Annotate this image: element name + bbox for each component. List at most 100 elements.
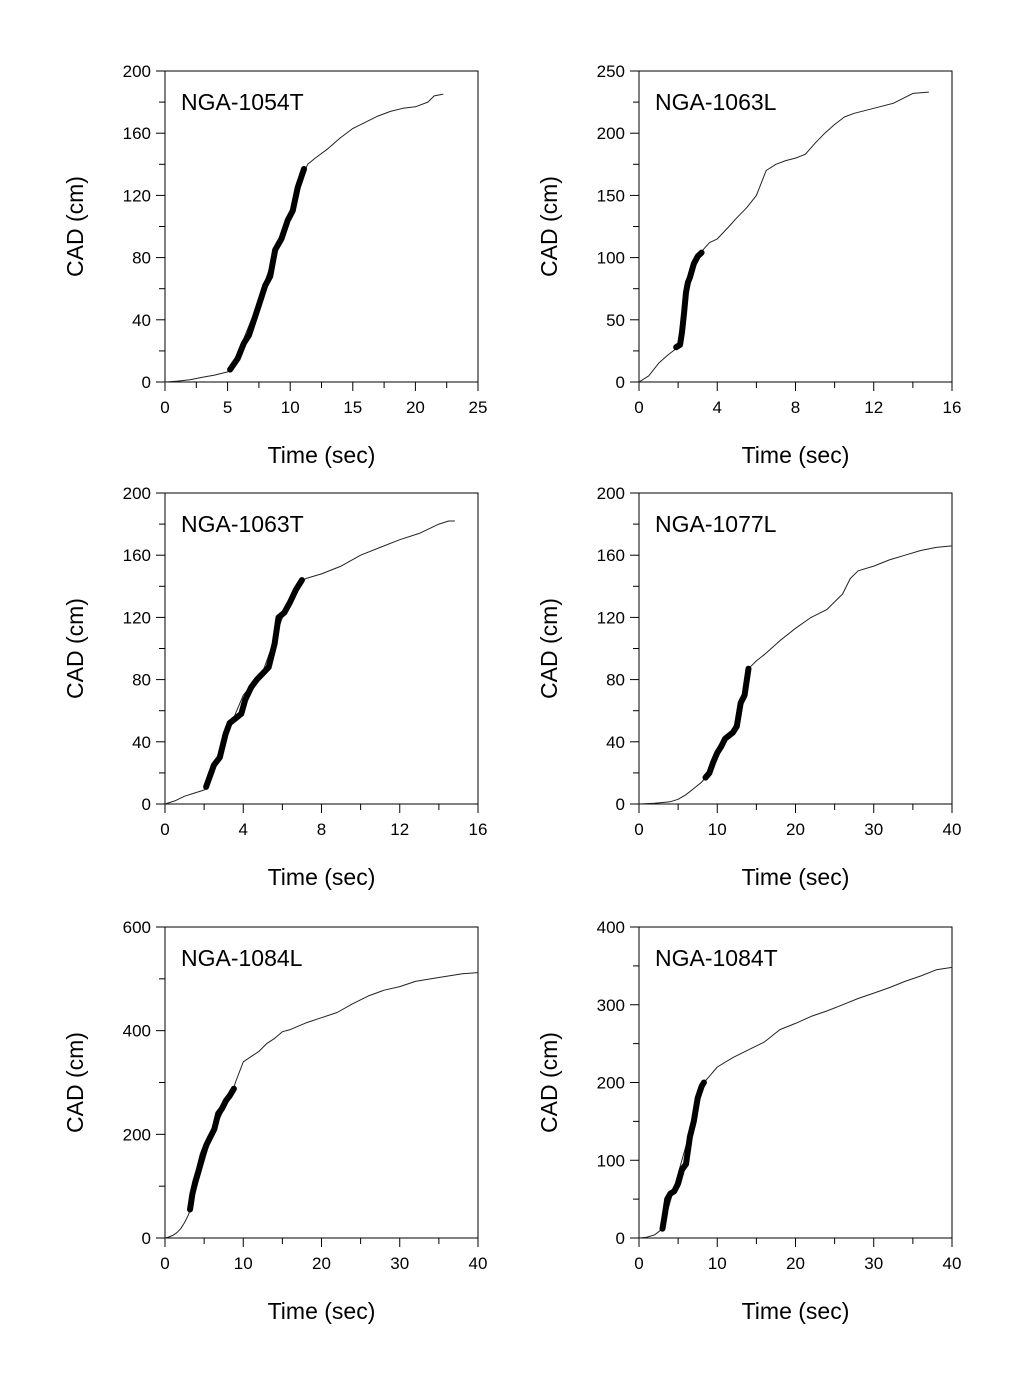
- x-tick-label: 12: [390, 820, 409, 839]
- cad-line: [164, 972, 479, 1239]
- x-axis-label: Time (sec): [742, 1298, 850, 1324]
- y-tick-label: 100: [597, 249, 625, 268]
- y-axis-label: CAD (cm): [536, 176, 562, 277]
- x-tick-label: 10: [708, 820, 727, 839]
- x-tick-label: 10: [281, 398, 300, 417]
- x-tick-label: 4: [239, 820, 248, 839]
- y-axis-label: CAD (cm): [536, 1032, 562, 1133]
- y-axis-label: CAD (cm): [62, 176, 88, 277]
- x-axis-label: Time (sec): [742, 442, 850, 468]
- y-tick-label: 250: [597, 62, 625, 81]
- x-tick-label: 25: [469, 398, 488, 417]
- y-tick-label: 200: [123, 1125, 151, 1144]
- y-tick-label: 150: [597, 186, 625, 205]
- y-tick-label: 80: [606, 671, 625, 690]
- x-tick-label: 10: [234, 1254, 253, 1273]
- x-tick-label: 5: [223, 398, 232, 417]
- strong-motion-line: [659, 1079, 707, 1232]
- panel-title: NGA-1063L: [655, 89, 777, 115]
- x-tick-label: 0: [160, 820, 169, 839]
- plot-frame: [638, 492, 953, 805]
- strong-motion-line: [203, 577, 305, 790]
- x-tick-label: 0: [634, 820, 643, 839]
- x-tick-label: 16: [469, 820, 488, 839]
- x-tick-label: 0: [634, 398, 643, 417]
- y-tick-label: 0: [616, 795, 625, 814]
- y-axis-label: CAD (cm): [62, 1032, 88, 1133]
- y-tick-label: 200: [123, 62, 151, 81]
- y-tick-label: 160: [123, 124, 151, 143]
- panel-title: NGA-1084L: [181, 945, 303, 971]
- y-tick-label: 400: [123, 1022, 151, 1041]
- y-tick-label: 80: [132, 249, 151, 268]
- y-tick-label: 160: [123, 546, 151, 565]
- y-tick-label: 0: [616, 373, 625, 392]
- y-axis-label: CAD (cm): [536, 598, 562, 699]
- y-tick-label: 40: [132, 733, 151, 752]
- x-axis-label: Time (sec): [268, 864, 376, 890]
- x-tick-label: 8: [791, 398, 800, 417]
- chart-panel: 0 10 20 30 40 0 40 80 120 160 200 Time (sec) CAD (cm…: [536, 484, 961, 890]
- x-tick-label: 0: [160, 1254, 169, 1273]
- y-tick-label: 40: [606, 733, 625, 752]
- panel-title: NGA-1063T: [181, 511, 304, 537]
- y-tick-label: 600: [123, 918, 151, 937]
- panel-title: NGA-1084T: [655, 945, 778, 971]
- y-tick-label: 0: [142, 795, 151, 814]
- cad-line: [638, 545, 953, 805]
- x-tick-label: 10: [708, 1254, 727, 1273]
- x-tick-label: 16: [943, 398, 962, 417]
- x-tick-label: 20: [786, 1254, 805, 1273]
- y-tick-label: 120: [123, 186, 151, 205]
- y-tick-label: 0: [142, 1229, 151, 1248]
- y-tick-label: 200: [123, 484, 151, 503]
- y-tick-label: 200: [597, 124, 625, 143]
- y-tick-label: 120: [597, 608, 625, 627]
- y-tick-label: 0: [142, 373, 151, 392]
- strong-motion-line: [702, 665, 752, 781]
- cad-line: [164, 520, 455, 805]
- x-tick-label: 0: [160, 398, 169, 417]
- plot-frame: [638, 70, 953, 383]
- cad-line: [164, 93, 444, 383]
- y-axis-label: CAD (cm): [62, 598, 88, 699]
- panel-title: NGA-1054T: [181, 89, 304, 115]
- x-tick-label: 0: [634, 1254, 643, 1273]
- x-tick-label: 15: [343, 398, 362, 417]
- x-tick-label: 40: [943, 820, 962, 839]
- y-tick-label: 0: [616, 1229, 625, 1248]
- y-tick-label: 200: [597, 484, 625, 503]
- x-tick-label: 40: [943, 1254, 962, 1273]
- strong-motion-line: [187, 1085, 237, 1213]
- x-tick-label: 8: [317, 820, 326, 839]
- x-tick-label: 4: [713, 398, 722, 417]
- x-axis-label: Time (sec): [268, 442, 376, 468]
- y-tick-label: 200: [597, 1074, 625, 1093]
- y-tick-label: 100: [597, 1151, 625, 1170]
- x-tick-label: 20: [406, 398, 425, 417]
- x-tick-label: 20: [786, 820, 805, 839]
- y-tick-label: 400: [597, 918, 625, 937]
- x-tick-label: 30: [864, 820, 883, 839]
- y-tick-label: 80: [132, 671, 151, 690]
- x-axis-label: Time (sec): [268, 1298, 376, 1324]
- x-tick-label: 30: [390, 1254, 409, 1273]
- plot-frame: [164, 70, 479, 383]
- plot-frame: [638, 926, 953, 1239]
- plot-frame: [164, 492, 479, 805]
- y-tick-label: 40: [132, 311, 151, 330]
- x-tick-label: 20: [312, 1254, 331, 1273]
- cad-line: [638, 966, 953, 1239]
- x-tick-label: 12: [864, 398, 883, 417]
- strong-motion-line: [227, 166, 307, 373]
- y-tick-label: 300: [597, 996, 625, 1015]
- strong-motion-line: [673, 249, 705, 351]
- x-tick-label: 40: [469, 1254, 488, 1273]
- y-tick-label: 50: [606, 311, 625, 330]
- panel-title: NGA-1077L: [655, 511, 777, 537]
- plot-frame: [164, 926, 479, 1239]
- chart-panel: 0 4 8 12 16 0 50 100 150 200 250 Time (sec) CAD (cm)…: [536, 62, 961, 468]
